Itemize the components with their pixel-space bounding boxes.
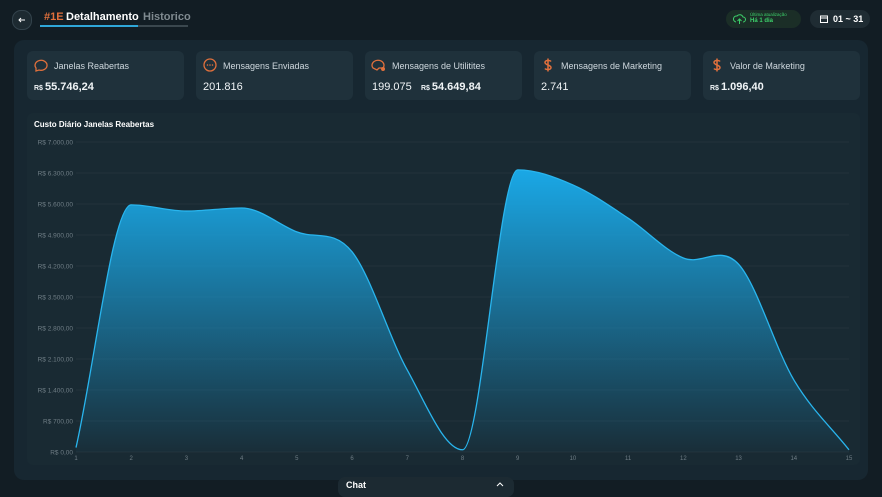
tab-underline xyxy=(40,25,138,27)
update-badge: Última atualização Há 1 dia xyxy=(726,10,801,28)
back-icon xyxy=(18,17,25,23)
chat-label: Chat xyxy=(346,480,366,490)
card-value: 55.746,24 xyxy=(44,81,94,93)
x-tick-label: 6 xyxy=(350,456,354,462)
date-button[interactable]: 01 ~ 31 xyxy=(810,10,870,28)
y-tick-label: R$ 4.900,00 xyxy=(38,233,74,240)
date-range: 01 ~ 31 xyxy=(833,14,864,24)
x-tick-label: 14 xyxy=(790,456,797,462)
update-value: Há 1 dia xyxy=(750,18,774,24)
card-title: Janelas Reabertas xyxy=(54,61,130,71)
card-icon xyxy=(203,58,217,72)
card-currency: R$ xyxy=(710,85,719,92)
y-tick-label: R$ 4.200,00 xyxy=(38,264,74,271)
y-tick-label: R$ 2.800,00 xyxy=(38,326,74,333)
card: Valor de Marketing R$ 1.096,40 xyxy=(703,51,860,100)
x-tick-label: 4 xyxy=(240,456,244,462)
cloud-icon xyxy=(733,14,746,24)
card: Mensagens Enviadas 201.816 xyxy=(196,51,353,100)
tag: #1E xyxy=(44,11,64,23)
tab-underline xyxy=(138,25,188,27)
tab[interactable]: Historico xyxy=(143,11,191,23)
y-tick-label: R$ 7.000,00 xyxy=(38,140,74,147)
card-icon xyxy=(544,58,552,72)
x-tick-label: 2 xyxy=(130,456,134,462)
area xyxy=(76,169,849,452)
tab-active[interactable]: Detalhamento xyxy=(66,11,139,23)
y-tick-label: R$ 0,00 xyxy=(50,450,73,457)
y-tick-label: R$ 3.500,00 xyxy=(38,295,74,302)
card-currency: R$ xyxy=(420,85,430,92)
line xyxy=(75,169,850,451)
card-value: 54.649,84 xyxy=(431,81,481,93)
card-title: Mensagens Enviadas xyxy=(223,61,310,71)
x-tick-label: 1 xyxy=(74,456,78,462)
x-tick-label: 11 xyxy=(625,456,632,462)
card-value: 2.741 xyxy=(541,81,569,93)
card-count: 199.075 xyxy=(372,81,412,93)
x-tick-label: 5 xyxy=(295,456,299,462)
card-currency: R$ xyxy=(34,85,43,92)
y-tick-label: R$ 1.400,00 xyxy=(38,388,74,395)
chart: Custo Diário Janelas Reabertas R$ 0,00 R$… xyxy=(34,120,853,462)
chevron-icon xyxy=(496,482,504,487)
card-value: 201.816 xyxy=(203,81,243,93)
x-tick-label: 3 xyxy=(185,456,189,462)
card: Mensagens de Marketing 2.741 xyxy=(534,51,691,100)
x-tick-label: 7 xyxy=(406,456,410,462)
card-icon xyxy=(371,59,385,71)
card-title: Mensagens de Marketing xyxy=(561,61,663,71)
x-tick-label: 10 xyxy=(570,456,577,462)
card-icon xyxy=(713,58,721,72)
y-tick-label: R$ 2.100,00 xyxy=(38,357,74,364)
card: Janelas Reabertas R$ 55.746,24 xyxy=(27,51,184,100)
update-label: Última atualização xyxy=(750,12,787,17)
x-tick-label: 9 xyxy=(516,456,520,462)
x-tick-label: 8 xyxy=(461,456,465,462)
back-button[interactable] xyxy=(12,10,32,30)
y-tick-label: R$ 700,00 xyxy=(43,419,73,426)
y-tick-label: R$ 6.300,00 xyxy=(38,171,74,178)
x-tick-label: 15 xyxy=(846,456,853,462)
x-tick-label: 13 xyxy=(735,456,742,462)
chart-panel: Custo Diário Janelas Reabertas R$ 0,00 R$… xyxy=(27,113,860,465)
card-icon xyxy=(34,59,48,72)
card-title: Mensagens de Utilitites xyxy=(392,61,486,71)
x-tick-label: 12 xyxy=(680,456,687,462)
chart-title: Custo Diário Janelas Reabertas xyxy=(34,120,155,129)
calendar-icon xyxy=(820,15,828,23)
card: Mensagens de Utilitites 199.075 R$ 54.649… xyxy=(365,51,522,100)
card-title: Valor de Marketing xyxy=(730,61,805,71)
card-value: 1.096,40 xyxy=(720,81,764,93)
chat-bar[interactable]: Chat xyxy=(338,477,514,497)
y-tick-label: R$ 5.600,00 xyxy=(38,202,74,209)
